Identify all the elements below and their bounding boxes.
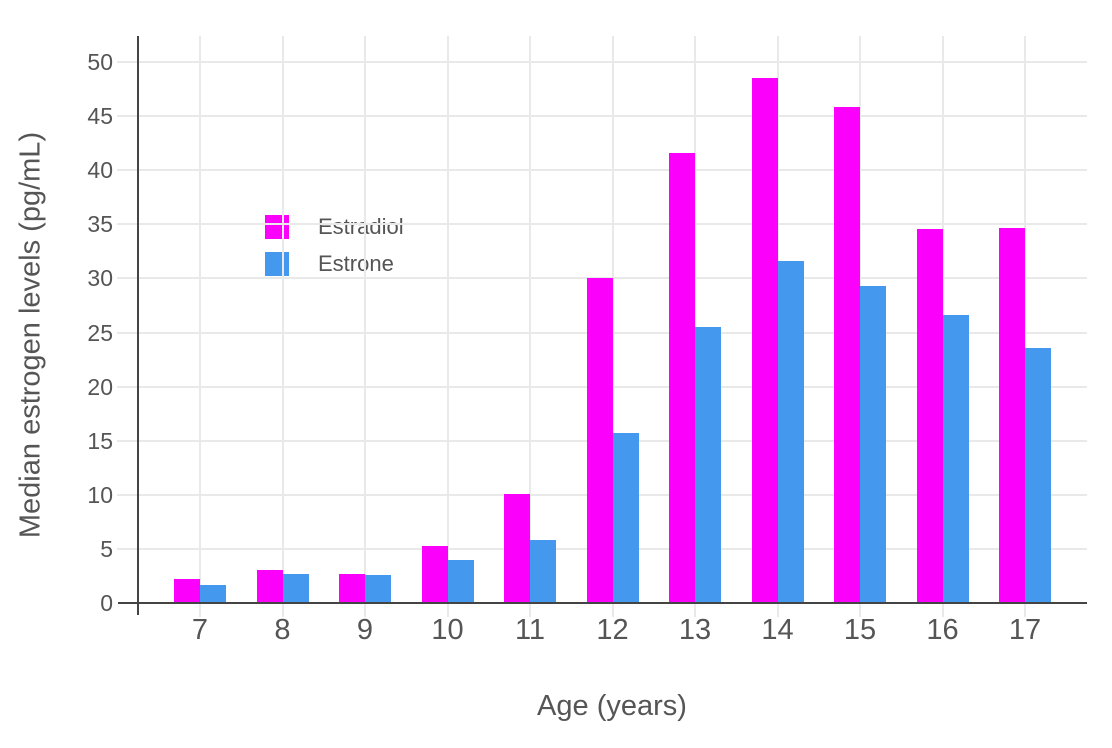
bar-estradiol-13	[669, 152, 695, 603]
x-gridline	[446, 36, 449, 603]
bar-estrone-10	[447, 559, 474, 603]
x-tick	[281, 604, 284, 617]
y-tick	[117, 493, 137, 496]
x-gridline	[281, 36, 284, 603]
y-axis-line	[137, 36, 139, 615]
legend-swatch-estrone-icon	[265, 252, 289, 276]
bar-estrone-15	[860, 286, 886, 603]
x-tick	[529, 604, 531, 617]
y-tick	[117, 223, 137, 226]
y-tick	[117, 169, 137, 172]
y-tick	[117, 547, 137, 550]
bar-estrone-17	[1025, 347, 1051, 603]
bar-estradiol-15	[834, 107, 860, 603]
x-tick	[859, 604, 861, 617]
y-tick-label: 30	[87, 265, 113, 292]
bar-estrone-12	[612, 433, 639, 603]
bar-estradiol-17	[999, 227, 1025, 603]
bar-estradiol-11	[504, 493, 530, 603]
bar-estradiol-12	[586, 278, 613, 603]
x-gridline	[611, 36, 614, 603]
x-tick-label: 13	[678, 614, 712, 646]
x-tick	[776, 604, 779, 617]
y-tick	[117, 115, 137, 118]
y-tick-label: 5	[100, 535, 113, 562]
y-tick-label: 45	[87, 103, 113, 130]
bar-estradiol-14	[751, 78, 778, 603]
legend-swatch-estradiol-icon	[265, 215, 289, 239]
x-tick-label: 15	[843, 614, 877, 646]
legend-label-estrone: Estrone	[318, 251, 394, 276]
bar-estrone-9	[365, 574, 391, 603]
x-tick-label: 11	[514, 614, 546, 646]
x-gridline	[694, 36, 696, 603]
x-gridline	[199, 36, 201, 603]
y-tick-label: 40	[87, 157, 113, 184]
bar-estrone-11	[530, 540, 556, 603]
bar-estradiol-8	[256, 569, 283, 603]
y-tick-label: 25	[87, 319, 113, 346]
bar-estrone-7	[200, 584, 226, 603]
y-tick-label: 0	[100, 590, 113, 616]
legend-item-estradiol[interactable]: Estradiol	[265, 214, 440, 240]
x-tick	[941, 604, 944, 617]
y-tick	[117, 61, 137, 63]
y-tick	[117, 331, 137, 334]
y-tick-label: 15	[87, 427, 113, 454]
x-tick	[1024, 604, 1026, 617]
legend-item-estrone[interactable]: Estrone	[265, 251, 440, 277]
bar-estradiol-16	[916, 228, 943, 603]
x-tick	[446, 604, 449, 617]
x-tick-label: 12	[596, 614, 629, 646]
x-axis-line	[118, 602, 1087, 604]
x-gridline	[364, 36, 366, 603]
x-tick-label: 17	[1008, 614, 1042, 646]
y-tick-label: 10	[87, 481, 113, 508]
x-tick	[199, 604, 201, 617]
bar-estradiol-9	[339, 573, 365, 603]
bar-estradiol-10	[421, 545, 448, 603]
x-axis-title: Age (years)	[537, 690, 687, 722]
legend: Estradiol Estrone	[240, 196, 445, 292]
legend-label-estradiol: Estradiol	[318, 214, 404, 239]
x-tick-label: 7	[191, 614, 209, 646]
y-tick	[117, 385, 137, 388]
y-tick	[117, 439, 137, 442]
x-gridline	[529, 36, 531, 603]
x-tick	[364, 604, 366, 617]
bar-estradiol-7	[174, 579, 200, 603]
y-tick-label: 35	[87, 211, 113, 238]
x-tick-label: 14	[761, 614, 794, 646]
bar-estrone-16	[942, 315, 969, 603]
y-tick	[117, 277, 137, 280]
x-tick-label: 10	[431, 614, 464, 646]
x-tick-label: 8	[274, 614, 291, 646]
x-tick	[611, 604, 614, 617]
y-tick-label: 20	[87, 373, 113, 400]
y-tick-label: 50	[87, 49, 113, 75]
x-gridline	[1024, 36, 1026, 603]
x-tick-label: 9	[356, 614, 374, 646]
x-tick	[694, 604, 696, 617]
bar-estrone-13	[695, 327, 721, 603]
x-tick-label: 16	[926, 614, 959, 646]
bar-estrone-8	[282, 573, 309, 603]
bar-estrone-14	[777, 261, 804, 603]
